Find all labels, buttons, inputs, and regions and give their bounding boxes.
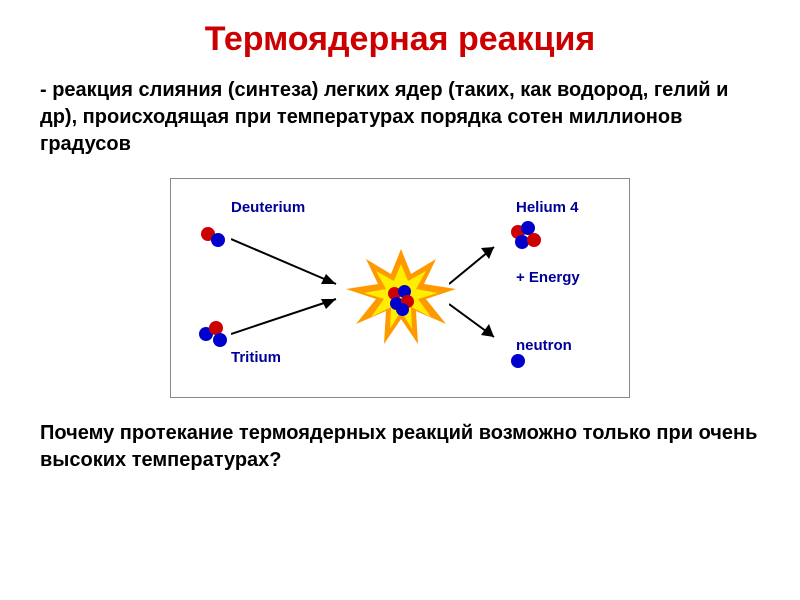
explosion-icon	[346, 249, 456, 349]
arrow-tritium-in	[231, 289, 351, 349]
definition-text: - реакция слияния (синтеза) легких ядер …	[40, 77, 760, 158]
page-title: Термоядерная реакция	[40, 20, 760, 59]
arrow-helium-out	[449, 239, 509, 289]
question-text: Почему протекание термоядерных реакций в…	[40, 420, 760, 474]
label-deuterium: Deuterium	[231, 199, 305, 216]
arrow-deuterium-in	[231, 234, 351, 294]
fusion-diagram: Deuterium Tritium Helium 4 + Energy neut…	[170, 178, 630, 398]
arrow-neutron-out	[449, 299, 509, 349]
label-helium: Helium 4	[516, 199, 579, 216]
label-neutron: neutron	[516, 337, 572, 354]
label-energy: + Energy	[516, 269, 580, 286]
label-tritium: Tritium	[231, 349, 281, 366]
